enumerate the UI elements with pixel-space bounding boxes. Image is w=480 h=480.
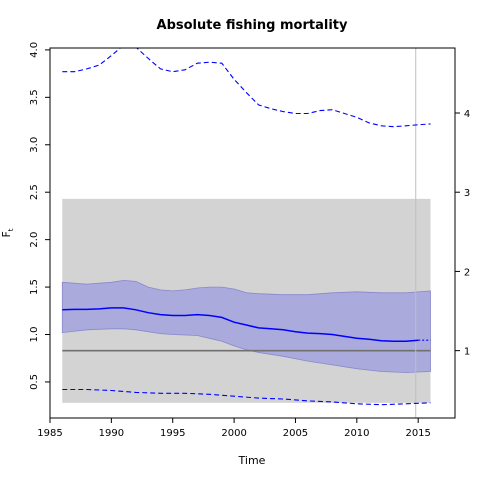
- y-tick-label: 1.0: [29, 327, 40, 343]
- y-tick-label: 0.5: [29, 374, 40, 390]
- y2-tick-label: 2: [464, 267, 470, 278]
- y-tick-label: 4.0: [29, 42, 40, 58]
- x-tick-label: 1990: [99, 428, 124, 439]
- chart-title: Absolute fishing mortality: [157, 18, 348, 33]
- x-tick-label: 2015: [405, 428, 430, 439]
- y-axis-label-main: F: [0, 231, 13, 237]
- y-axis-label: Ft: [0, 228, 15, 237]
- confidence-band: [61, 279, 431, 373]
- y-axis-label-subscript: t: [7, 228, 15, 231]
- x-axis-label: Time: [238, 454, 266, 467]
- plot-area: 1985 1990 1995 2000 2005 2010 2015 0.5 1.0 1.5 2.0…: [29, 42, 470, 439]
- x-tick-label: 2005: [283, 428, 308, 439]
- series-ci-upper: [62, 48, 431, 128]
- series-estimate: [62, 307, 419, 342]
- series-ci-lower: [62, 388, 431, 406]
- x-tick-label: 1995: [160, 428, 185, 439]
- plot-inner: [61, 48, 431, 418]
- y2-tick-label: 3: [464, 188, 470, 199]
- y-tick-label: 3.0: [29, 137, 40, 153]
- y-tick-label: 2.5: [29, 184, 40, 200]
- x-tick-label: 2000: [221, 428, 246, 439]
- y-tick-label: 1.5: [29, 279, 40, 295]
- y-tick-label: 2.0: [29, 232, 40, 248]
- x-tick-label: 2010: [344, 428, 369, 439]
- x-tick-label: 1985: [37, 428, 62, 439]
- y2-tick-label: 1: [464, 347, 470, 358]
- y2-tick-label: 4: [464, 109, 470, 120]
- y-tick-label: 3.5: [29, 89, 40, 105]
- plot-border: [49, 47, 456, 419]
